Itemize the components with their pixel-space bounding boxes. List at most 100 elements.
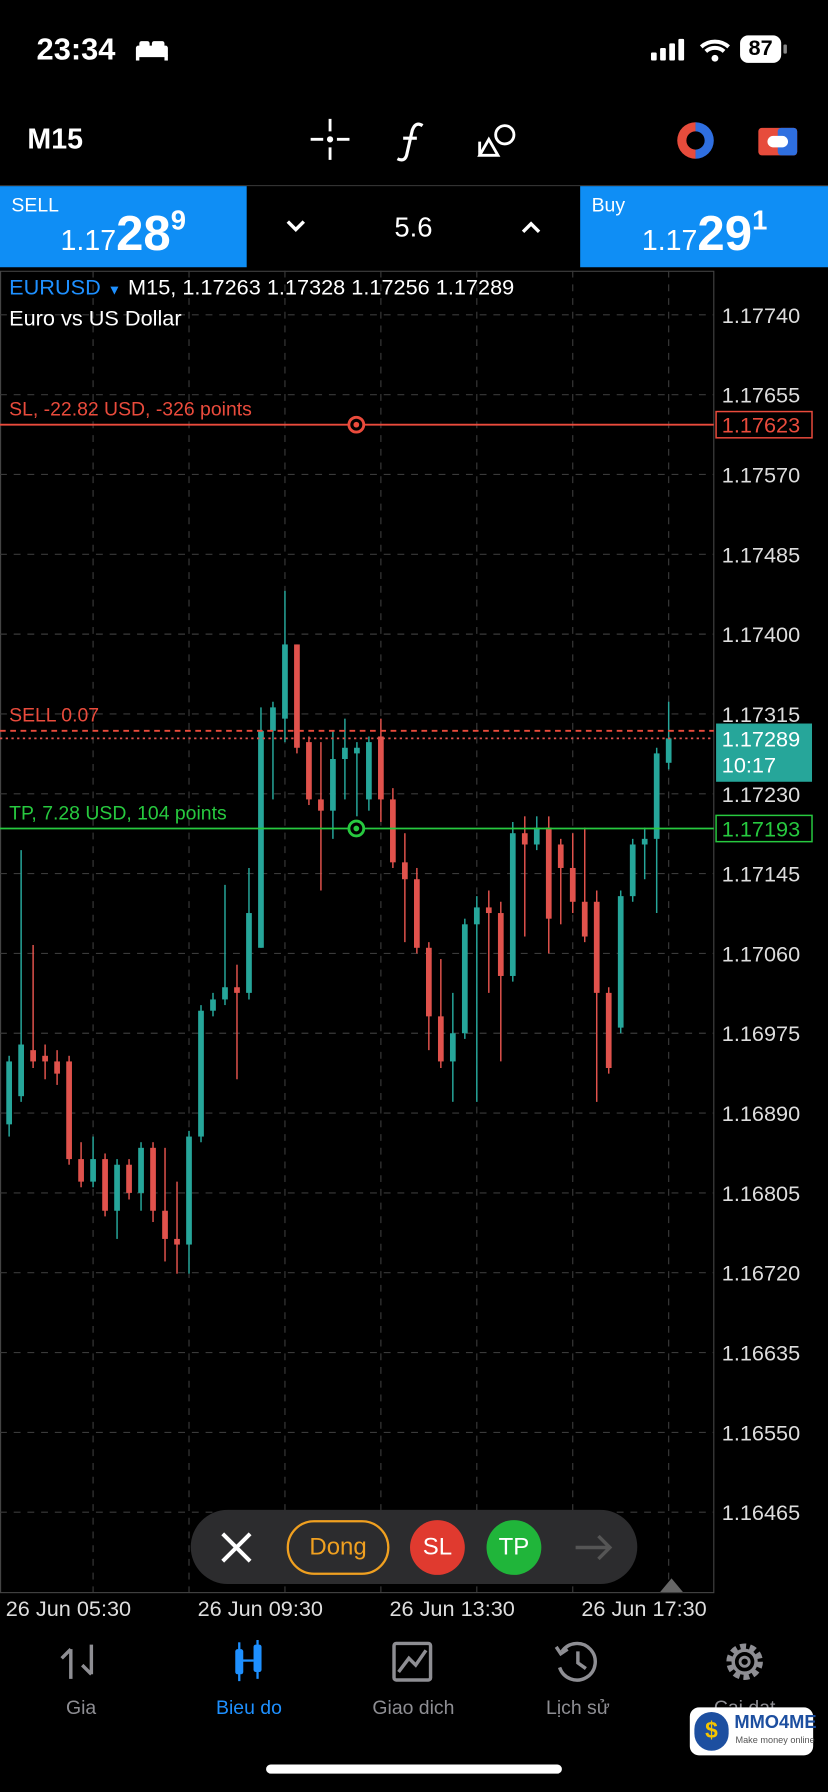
crosshair-icon[interactable]	[310, 118, 350, 160]
candle-body	[425, 947, 432, 1017]
candle-body	[270, 707, 276, 731]
candle-body	[150, 1147, 156, 1211]
next-arrow[interactable]	[573, 1533, 614, 1563]
candle-body	[282, 644, 288, 719]
nav-tab[interactable]: Bieu do	[216, 1697, 282, 1719]
nav-tab[interactable]: Lịch sử	[546, 1697, 610, 1719]
bar-timer: 10:17	[722, 753, 776, 778]
header-timeframe: M15,	[128, 276, 177, 301]
close-position-button[interactable]: Dong	[286, 1520, 390, 1575]
close-bar-icon[interactable]	[219, 1530, 253, 1564]
toolbar-divider	[0, 185, 828, 187]
level-label: TP, 7.28 USD, 104 points	[9, 802, 227, 824]
volume-down[interactable]	[286, 220, 306, 232]
candle-body	[509, 833, 516, 976]
candle-body	[330, 759, 336, 811]
candle-body	[521, 833, 528, 845]
buy-price-prefix: 1.17	[641, 224, 698, 257]
candle-body	[198, 1010, 204, 1137]
candle-body	[533, 827, 540, 845]
level-label: SELL 0.07	[9, 705, 99, 727]
candle-body	[66, 1061, 72, 1160]
y-tick-label: 1.16550	[722, 1420, 800, 1445]
candle-body	[653, 753, 660, 839]
sell-button[interactable]	[0, 186, 247, 268]
buy-price-small: 1	[752, 205, 768, 237]
status-time: 23:34	[36, 31, 116, 67]
candle-body	[102, 1159, 108, 1211]
sell-price-big: 28	[116, 206, 171, 262]
sleep-icon	[135, 41, 168, 61]
candle-body	[18, 1044, 24, 1097]
y-tick-label: 1.17655	[722, 383, 800, 408]
settings-icon[interactable]	[726, 1643, 763, 1680]
indicator-icon[interactable]	[396, 122, 424, 162]
candle-body	[617, 896, 624, 1028]
candle-body	[318, 799, 324, 811]
sell-price-small: 9	[170, 205, 187, 237]
nav-tab[interactable]: Giao dich	[372, 1697, 455, 1719]
level-label: SL, -22.82 USD, -326 points	[9, 399, 252, 421]
candle-body	[258, 730, 264, 948]
buy-button[interactable]	[580, 186, 828, 268]
tp-button[interactable]: TP	[486, 1520, 542, 1575]
candle-body	[581, 901, 588, 937]
candle-body	[414, 879, 420, 948]
sl-button[interactable]: SL	[410, 1520, 465, 1575]
trade-icon[interactable]	[758, 127, 798, 156]
candle-body	[665, 738, 672, 763]
symbol-dropdown[interactable]: ▼	[107, 282, 122, 299]
battery-level: 87	[748, 36, 773, 61]
plot-frame	[0, 270, 715, 1594]
candle-body	[126, 1164, 132, 1193]
candle-body	[629, 844, 636, 897]
symbol-description: Euro vs US Dollar	[9, 307, 182, 332]
signal-wifi	[650, 38, 730, 62]
history-icon[interactable]	[554, 1641, 597, 1682]
candle-body	[593, 901, 600, 993]
candle-body	[569, 867, 576, 902]
current-price-box	[716, 723, 813, 782]
toolbar-icons	[310, 118, 516, 162]
buy-price: 1.17291	[642, 206, 767, 263]
buy-price-big: 29	[697, 206, 753, 262]
y-tick-label: 1.16805	[722, 1181, 800, 1206]
candle-body	[485, 907, 492, 914]
candle-body	[114, 1164, 120, 1211]
candle-body	[30, 1050, 36, 1062]
y-tick-label: 1.16465	[722, 1500, 800, 1525]
scroll-marker	[660, 1578, 683, 1593]
y-tick-label: 1.16635	[722, 1341, 800, 1366]
candle-body	[473, 907, 480, 925]
header-close: 1.17289	[435, 276, 515, 301]
chart-icon[interactable]	[235, 1640, 262, 1682]
objects-icon[interactable]	[477, 124, 516, 157]
candle-body	[186, 1136, 192, 1245]
volume-up[interactable]	[521, 221, 541, 234]
trade-icon[interactable]	[392, 1641, 433, 1682]
candle-body	[557, 844, 564, 868]
candle-body	[366, 742, 372, 800]
candle-body	[234, 987, 240, 993]
nav-icons	[60, 1640, 763, 1682]
y-tick-label: 1.17740	[722, 303, 800, 328]
spread-value: 5.6	[394, 212, 433, 244]
one-click-icon[interactable]	[677, 122, 714, 159]
battery	[740, 35, 782, 63]
quotes-icon[interactable]	[60, 1644, 94, 1679]
candle-body	[138, 1147, 144, 1193]
nav-tab[interactable]: Gia	[65, 1697, 97, 1719]
timeframe-button[interactable]: M15	[27, 123, 83, 156]
candle-body	[222, 987, 228, 1000]
chart-header: EURUSD ▼ M15, 1.17263 1.17328 1.17256 1.17…	[9, 276, 514, 301]
level-price-box	[715, 410, 813, 439]
level-handle-dot	[353, 421, 360, 428]
symbol[interactable]: EURUSD	[9, 276, 101, 301]
y-tick-label: 1.17145	[722, 862, 800, 887]
watermark-title: MMO4ME	[734, 1713, 817, 1733]
y-tick-label: 1.17060	[722, 941, 800, 966]
candle-body	[78, 1159, 84, 1182]
candle-body	[605, 992, 612, 1069]
y-tick-label: 1.17315	[722, 702, 800, 727]
